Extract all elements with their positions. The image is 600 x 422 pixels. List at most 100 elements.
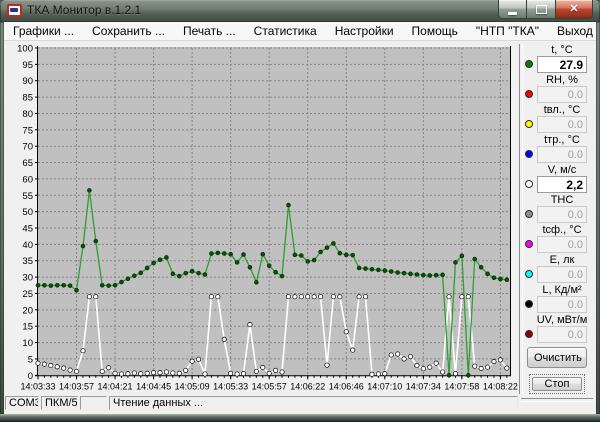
measurement-panel: t, °C RH, % tвл., °C tтр., °C V, м/с ТНС tсф.,… [522, 44, 594, 344]
app-icon-mark [10, 8, 18, 12]
field-label-t: t, °C [551, 44, 573, 56]
svg-text:14:07:34: 14:07:34 [406, 381, 441, 391]
field-row-twl [522, 116, 594, 133]
field-v: V, м/с [522, 164, 594, 194]
field-twl: tвл., °C [522, 104, 594, 134]
menu-item-1[interactable]: Сохранить ... [92, 24, 166, 38]
caption-buttons: ✕ [498, 0, 593, 19]
svg-text:10: 10 [22, 338, 33, 349]
field-label-tsf: tсф., °C [542, 224, 582, 236]
field-label-uv: UV, мВт/м [536, 314, 588, 326]
menu-item-5[interactable]: Помощь [411, 24, 458, 38]
menu-item-4[interactable]: Настройки [334, 24, 394, 38]
minimize-button[interactable] [498, 0, 527, 19]
field-row-tsf [522, 236, 594, 253]
svg-text:75: 75 [22, 125, 33, 136]
svg-text:60: 60 [22, 174, 33, 185]
field-label-l: L, Кд/м² [542, 284, 582, 296]
svg-text:14:04:21: 14:04:21 [98, 381, 133, 391]
field-row-tns [522, 206, 594, 223]
field-row-rh [522, 86, 594, 103]
series-color-dot-rh [525, 90, 533, 98]
menu-item-2[interactable]: Печать ... [183, 24, 236, 38]
svg-text:14:05:09: 14:05:09 [175, 381, 210, 391]
svg-text:90: 90 [22, 76, 33, 87]
field-value-e[interactable] [537, 266, 587, 283]
svg-text:15: 15 [22, 322, 33, 333]
window-frame-right [596, 22, 600, 414]
svg-text:80: 80 [22, 109, 33, 120]
svg-text:85: 85 [22, 93, 33, 104]
svg-text:100: 100 [17, 44, 33, 55]
svg-text:65: 65 [22, 158, 33, 169]
field-row-e [522, 266, 594, 283]
close-button[interactable]: ✕ [555, 0, 593, 19]
series-color-dot-e [525, 270, 533, 278]
field-ttr: tтр., °C [522, 134, 594, 164]
svg-text:14:06:22: 14:06:22 [290, 381, 325, 391]
field-label-rh: RH, % [546, 74, 578, 86]
svg-text:14:07:58: 14:07:58 [444, 381, 479, 391]
svg-text:14:05:57: 14:05:57 [252, 381, 287, 391]
field-value-rh[interactable] [537, 86, 587, 103]
panel-divider [519, 44, 523, 394]
series-color-dot-l [525, 300, 533, 308]
clear-button[interactable]: Очистить [527, 347, 587, 368]
series-color-dot-t [525, 60, 533, 68]
chart: 0 5 10 15 20 25 30 35 40 45 50 55 60 65 70 75 80 85 90 95 10… [17, 44, 518, 391]
svg-text:55: 55 [22, 191, 33, 202]
menu-item-0[interactable]: Графики ... [13, 24, 75, 38]
svg-text:95: 95 [22, 60, 33, 71]
field-uv: UV, мВт/м [522, 314, 594, 344]
status-cell-0: COM3 [5, 396, 39, 410]
series-color-dot-ttr [525, 150, 533, 158]
field-value-t[interactable] [537, 56, 587, 73]
stop-button-focus-ring: Стоп [529, 374, 585, 394]
svg-text:70: 70 [22, 142, 33, 153]
field-tns: ТНС [522, 194, 594, 224]
field-value-uv[interactable] [537, 326, 587, 343]
stop-button[interactable]: Стоп [532, 377, 582, 391]
field-value-l[interactable] [537, 296, 587, 313]
svg-text:14:03:33: 14:03:33 [20, 381, 55, 391]
svg-text:0: 0 [28, 371, 33, 382]
field-label-v: V, м/с [547, 164, 577, 176]
series-color-dot-uv [525, 330, 533, 338]
app-icon [7, 4, 22, 17]
field-value-tsf[interactable] [537, 236, 587, 253]
svg-text:14:07:10: 14:07:10 [367, 381, 402, 391]
titlebar[interactable]: ТКА Монитор в.1.2.1 ✕ [0, 0, 600, 22]
menu-item-3[interactable]: Статистика [253, 24, 317, 38]
field-label-twl: tвл., °C [543, 104, 581, 116]
menu-item-7[interactable]: Выход [556, 24, 593, 38]
field-value-ttr[interactable] [537, 146, 587, 163]
field-value-tns[interactable] [537, 206, 587, 223]
svg-text:14:05:33: 14:05:33 [213, 381, 248, 391]
field-value-twl[interactable] [537, 116, 587, 133]
maximize-button[interactable] [527, 0, 555, 19]
field-label-e: Е, лк [549, 254, 575, 266]
status-cell-3: Чтение данных ... [109, 396, 518, 410]
svg-text:35: 35 [22, 256, 33, 267]
svg-text:14:08:22: 14:08:22 [483, 381, 518, 391]
series-color-dot-tns [525, 210, 533, 218]
menubar: Графики ... Сохранить ... Печать ... Статис… [4, 22, 596, 41]
svg-text:14:06:46: 14:06:46 [329, 381, 364, 391]
status-cell-2 [80, 396, 107, 410]
close-icon: ✕ [569, 2, 579, 15]
field-l: L, Кд/м² [522, 284, 594, 314]
field-e: Е, лк [522, 254, 594, 284]
panel-bottom-divider [521, 398, 593, 402]
svg-text:40: 40 [22, 240, 33, 251]
svg-text:14:03:57: 14:03:57 [59, 381, 94, 391]
svg-text:30: 30 [22, 273, 33, 284]
field-label-ttr: tтр., °C [544, 134, 580, 146]
minimize-icon [508, 11, 517, 15]
field-row-ttr [522, 146, 594, 163]
field-value-v[interactable] [537, 176, 587, 193]
svg-text:25: 25 [22, 289, 33, 300]
menu-item-6[interactable]: "НТП "ТКА" [475, 24, 539, 38]
svg-text:14:04:45: 14:04:45 [136, 381, 171, 391]
